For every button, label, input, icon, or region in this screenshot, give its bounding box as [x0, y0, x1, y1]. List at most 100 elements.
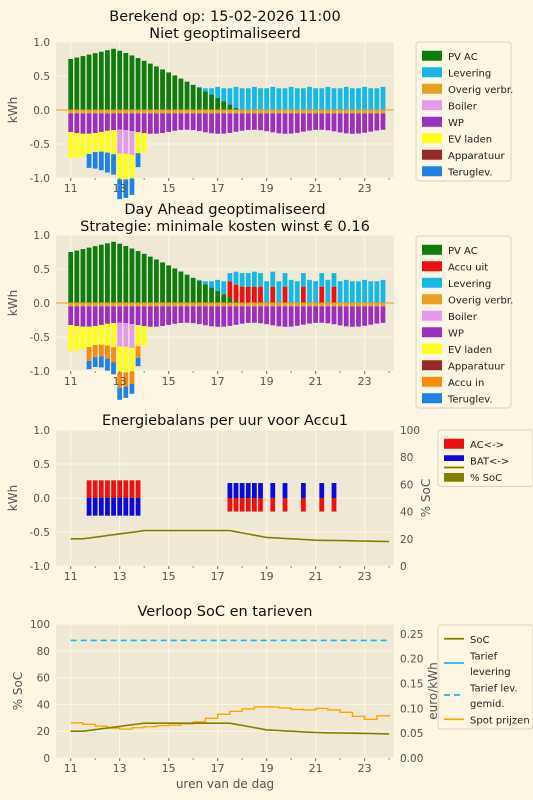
bar [215, 303, 221, 307]
legend-swatch [422, 277, 442, 288]
bar [209, 88, 214, 95]
bar [368, 281, 374, 303]
legend-swatch [422, 83, 442, 94]
bar [98, 113, 104, 132]
bar [135, 110, 141, 114]
y2-tick-label: 0.15 [400, 679, 423, 691]
bar [288, 86, 294, 110]
bar [258, 306, 263, 324]
bar [276, 88, 282, 110]
bar [98, 498, 104, 516]
bar [129, 113, 135, 132]
bar [270, 498, 276, 512]
bar [209, 303, 214, 307]
bar [160, 306, 165, 326]
bar [123, 372, 129, 387]
bar [196, 88, 202, 110]
bar [343, 303, 349, 307]
bar [319, 483, 325, 498]
bar [233, 284, 239, 301]
bar [258, 498, 263, 512]
bar [288, 303, 294, 307]
bar [349, 281, 355, 303]
bar [362, 306, 367, 326]
bar [111, 241, 116, 303]
legend-swatch [422, 343, 442, 354]
bar [92, 326, 98, 346]
y-tick-label: 1.0 [33, 37, 50, 49]
bar [203, 91, 208, 110]
bar [270, 110, 276, 114]
bar [239, 303, 245, 307]
bar [349, 303, 355, 307]
legend-label: Boiler [448, 102, 478, 113]
bar [270, 306, 276, 326]
bar [288, 306, 294, 327]
bar [209, 94, 214, 110]
bar [227, 483, 233, 498]
bar [196, 306, 202, 325]
bar [135, 58, 141, 110]
bar [227, 110, 233, 114]
bar [307, 303, 312, 307]
bar [117, 303, 123, 307]
bar [331, 306, 337, 325]
bar [313, 303, 319, 307]
bar [294, 303, 300, 307]
bar [245, 306, 251, 323]
bar [68, 59, 74, 110]
bar [98, 480, 104, 498]
legend-label: Spot prijzen [470, 716, 530, 727]
bar [276, 306, 282, 327]
bar [227, 306, 233, 326]
bar [129, 110, 135, 114]
bar [368, 113, 374, 132]
bar [105, 152, 110, 173]
bar [233, 483, 239, 498]
bar [117, 110, 123, 114]
bar [166, 113, 172, 132]
bar [331, 113, 337, 132]
chart-title-line: Day Ahead geoptimaliseerd [124, 202, 325, 218]
legend-label: Teruglev. [447, 168, 493, 179]
bar [252, 110, 257, 114]
bar [74, 113, 80, 134]
bar [92, 133, 98, 153]
bar [374, 88, 380, 110]
bar [374, 113, 380, 131]
y-tick-label: -0.5 [30, 332, 51, 344]
bar [105, 498, 110, 516]
bar [380, 113, 386, 130]
bar [98, 110, 104, 114]
bar [362, 113, 367, 133]
bar [227, 498, 233, 512]
bar [129, 248, 135, 303]
x-tick-label: 13 [113, 182, 127, 195]
bar [68, 252, 74, 303]
bar [300, 306, 306, 325]
bar [282, 498, 288, 512]
bar [258, 110, 263, 114]
bar [135, 498, 141, 516]
bar [258, 303, 263, 307]
bar [325, 113, 331, 131]
y-tick-label: -0.5 [30, 527, 51, 539]
bar [380, 110, 386, 114]
bar [74, 303, 80, 307]
bar [98, 51, 104, 110]
bar [343, 279, 349, 303]
bar [92, 303, 98, 307]
legend-label: Teruglev. [447, 395, 493, 406]
bar [111, 129, 116, 155]
bar [129, 306, 135, 325]
bar [178, 306, 184, 323]
legend-label: Overig verbr. [448, 85, 513, 96]
x-tick-label: 19 [260, 570, 274, 583]
bar [160, 113, 165, 133]
bar [86, 480, 92, 498]
x-tick-label: 23 [358, 570, 372, 583]
x-tick-label: 11 [64, 182, 78, 195]
bar [270, 113, 276, 133]
bar [166, 303, 172, 307]
